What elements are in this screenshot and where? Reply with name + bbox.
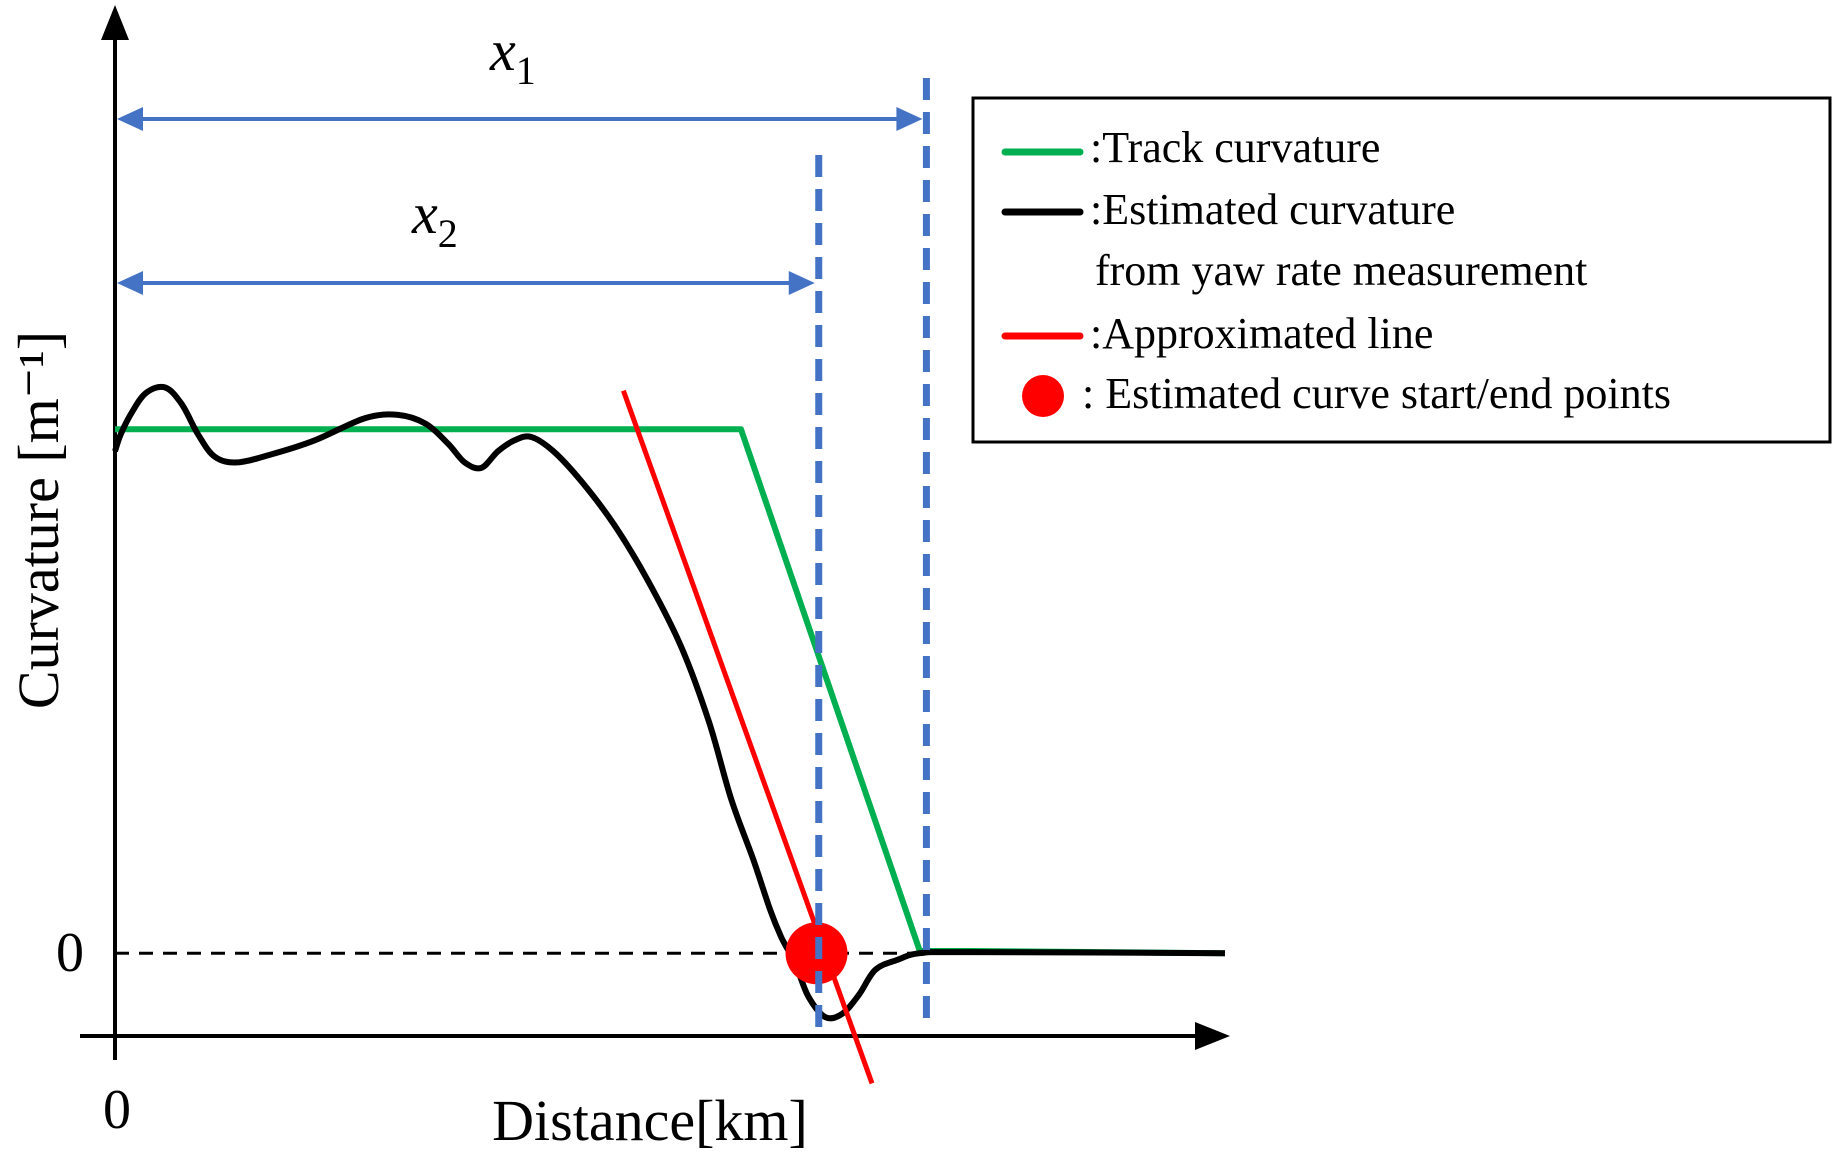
y-axis-label: Curvature [m⁻¹] <box>6 331 71 709</box>
x1-distance-arrow <box>117 107 923 131</box>
series-approx-line <box>621 389 875 1085</box>
x2-distance-arrow-head-right <box>788 271 815 295</box>
y-axis-arrow-head <box>101 5 129 40</box>
legend-label-estimated-line2: from yaw rate measurement <box>1095 246 1587 295</box>
x-tick-label-0: 0 <box>103 1079 131 1141</box>
legend-label-track: :Track curvature <box>1090 123 1380 172</box>
legend-swatch-point <box>1022 375 1064 417</box>
x2-label: x2 <box>411 181 458 256</box>
x1-distance-arrow-head-left <box>117 107 143 131</box>
legend-label-point: : Estimated curve start/end points <box>1082 369 1671 418</box>
x1-distance-arrow-head-right <box>896 107 923 131</box>
x2-distance-arrow <box>117 271 815 295</box>
x-axis-arrow-head <box>1195 1022 1230 1050</box>
x1-label: x1 <box>489 18 536 93</box>
annotation-layer <box>117 78 930 1030</box>
series-track-line <box>115 426 1226 957</box>
x2-label-main: x <box>411 181 438 246</box>
x1-label-main: x <box>489 18 516 83</box>
legend-label-estimated: :Estimated curvature <box>1090 185 1455 234</box>
series-estimated-line <box>112 383 1226 1022</box>
series-layer <box>112 383 1226 1085</box>
x2-label-sub: 2 <box>438 211 458 256</box>
x2-distance-arrow-head-left <box>117 271 143 295</box>
legend: :Track curvature :Estimated curvature fr… <box>971 96 1832 444</box>
x-axis-label: Distance[km] <box>492 1088 808 1153</box>
x1-label-sub: 1 <box>516 48 536 93</box>
legend-box <box>971 96 1832 444</box>
y-tick-label-0: 0 <box>56 922 84 984</box>
legend-label-approx: :Approximated line <box>1090 309 1433 358</box>
